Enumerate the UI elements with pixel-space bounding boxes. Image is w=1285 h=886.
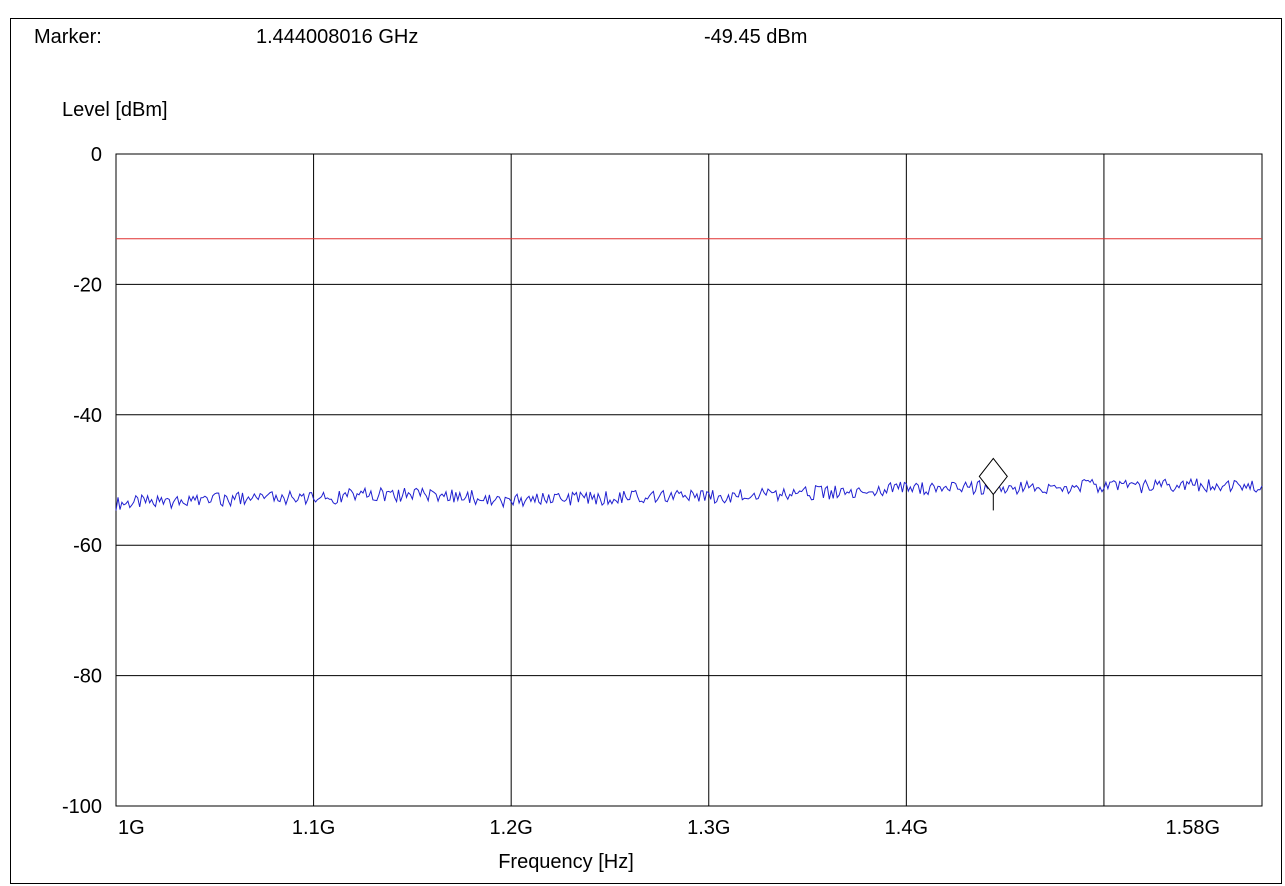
y-tick-labels: 0 -20 -40 -60 -80 -100	[62, 144, 102, 818]
x-axis-label: Frequency [Hz]	[498, 851, 634, 873]
spectrum-trace-line	[115, 477, 1263, 511]
y-axis-label: Level [dBm]	[62, 99, 168, 121]
plot-area-border	[115, 153, 1263, 807]
y-tick-label: -40	[73, 405, 102, 427]
y-tick-label: 0	[91, 144, 102, 166]
chart-frame	[10, 18, 1282, 884]
x-tick-label: 1.1G	[292, 817, 335, 839]
x-tick-labels: 1G 1.1G 1.2G 1.3G 1.4G 1.58G	[118, 817, 1220, 839]
marker-label: Marker:	[34, 26, 102, 48]
x-tick-label: 1.4G	[885, 817, 928, 839]
y-tick-label: -80	[73, 666, 102, 688]
y-tick-label: -100	[62, 796, 102, 818]
y-tick-label: -20	[73, 274, 102, 296]
grid	[115, 153, 1263, 807]
y-tick-label: -60	[73, 535, 102, 557]
x-tick-label: 1.3G	[687, 817, 730, 839]
x-tick-label: 1.58G	[1166, 817, 1220, 839]
x-tick-label: 1.2G	[489, 817, 532, 839]
marker-frequency: 1.444008016 GHz	[256, 26, 419, 48]
x-tick-label: 1G	[118, 817, 145, 839]
marker-diamond-icon	[978, 457, 1008, 496]
marker-level: -49.45 dBm	[704, 26, 808, 48]
